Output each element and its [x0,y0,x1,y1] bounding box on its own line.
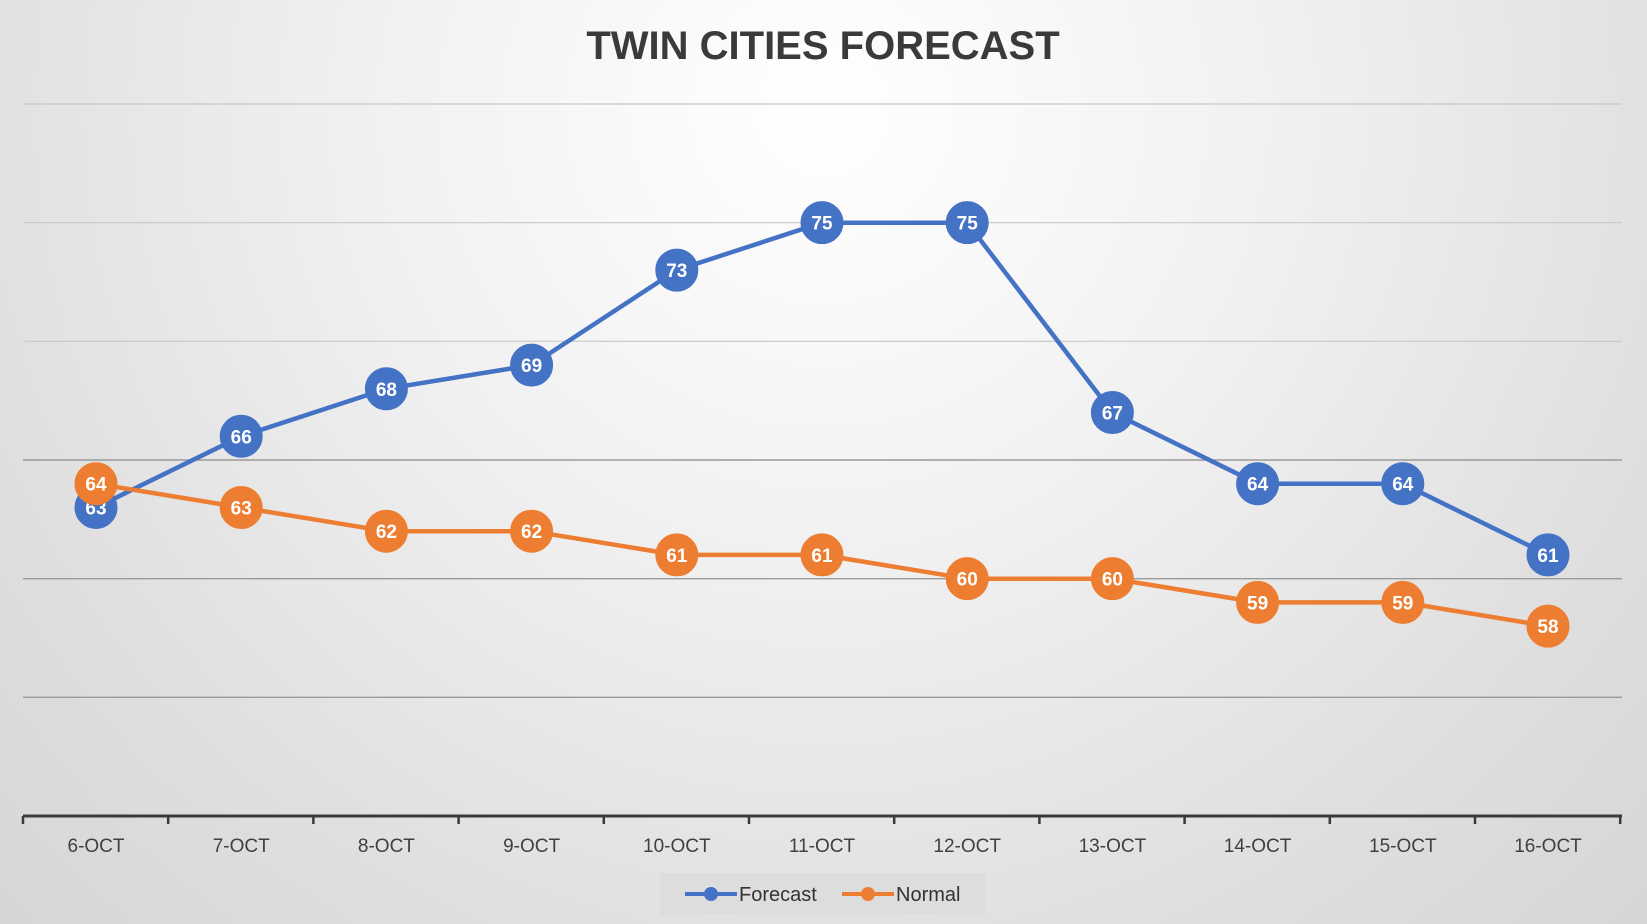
normal-data-label: 62 [521,522,542,543]
normal-data-label: 60 [1102,570,1123,591]
normal-point [655,533,699,577]
normal-data-label: 59 [1392,593,1413,614]
forecast-data-label: 64 [1247,475,1269,496]
normal-data-label: 58 [1537,617,1558,638]
normal-data-label: 61 [666,546,688,567]
x-tick-label: 12-OCT [933,836,1001,857]
legend-label-forecast: Forecast [739,884,817,906]
normal-point [1526,604,1570,648]
x-tick-label: 7-OCT [213,836,270,857]
normal-point [364,509,408,553]
x-tick-label: 14-OCT [1224,836,1292,857]
x-tick-label: 13-OCT [1079,836,1147,857]
x-tick-label: 16-OCT [1514,836,1582,857]
normal-data-label: 61 [811,546,833,567]
normal-data-label: 59 [1247,593,1268,614]
forecast-point [1236,462,1280,506]
x-tick-label: 10-OCT [643,836,711,857]
normal-point [800,533,844,577]
x-axis: 6-OCT 7-OCT 8-OCT 9-OCT 10-OCT 11-OCT 12-OCT 13… [21,814,1622,857]
x-tick-label: 15-OCT [1369,836,1437,857]
normal-data-label: 63 [231,498,252,519]
forecast-point [364,367,408,411]
legend-marker-normal [861,887,875,901]
x-tick-label: 9-OCT [503,836,560,857]
normal-data-label: 62 [376,522,397,543]
forecast-point [1090,391,1134,435]
forecast-point [655,248,699,292]
legend-marker-forecast [704,887,718,901]
forecast-point [219,414,263,458]
forecast-data-label: 75 [957,214,979,235]
x-tick-label: 11-OCT [789,836,856,857]
forecast-data-label: 61 [1537,546,1559,567]
forecast-data-label: 66 [231,427,252,448]
series-line-forecast [93,220,1551,558]
normal-point [1236,580,1280,624]
normal-point [1090,557,1134,601]
forecast-data-label: 64 [1392,475,1414,496]
normal-point [219,485,263,529]
forecast-point [510,343,554,387]
forecast-data-label: 73 [666,261,687,282]
forecast-point [800,201,844,245]
legend: Forecast Normal [660,873,985,915]
forecast-point [1381,462,1425,506]
x-tick-label: 6-OCT [68,836,125,857]
legend-label-normal: Normal [896,884,960,906]
forecast-data-label: 69 [521,356,542,377]
forecast-data-label: 68 [376,380,397,401]
chart-title: TWIN CITIES FORECAST [586,24,1059,68]
forecast-point [1526,533,1570,577]
normal-data-label: 64 [85,475,107,496]
x-tick-label: 8-OCT [358,836,415,857]
forecast-data-label: 67 [1102,404,1123,425]
normal-data-label: 60 [957,570,978,591]
normal-point [74,462,118,506]
normal-point [1381,580,1425,624]
forecast-point [945,201,989,245]
normal-point [510,509,554,553]
normal-point [945,557,989,601]
forecast-data-label: 75 [811,214,833,235]
